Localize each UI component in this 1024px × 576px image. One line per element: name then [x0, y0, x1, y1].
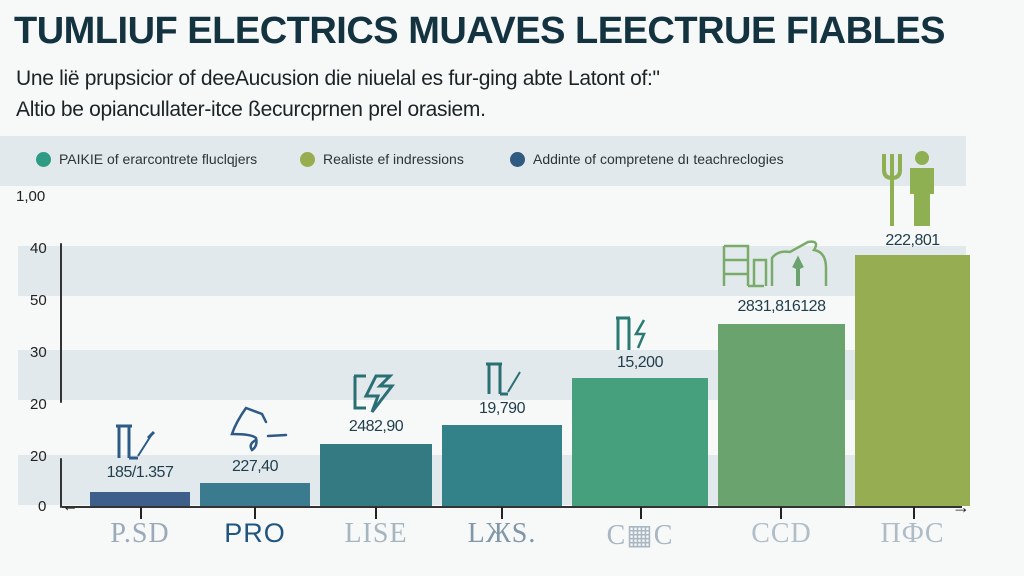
factory-building-icon [722, 240, 828, 288]
legend-label: PAIKIE of erarcontrete fluclqjers [59, 151, 258, 167]
y-tick-label: 40 [30, 240, 47, 257]
legend-item-2: Realiste ef indressions [300, 150, 464, 168]
document-lightning-icon [616, 316, 646, 350]
y-tick-label: 30 [30, 344, 47, 361]
x-category-label: LISE [344, 518, 408, 549]
grid-band [18, 246, 966, 296]
document-pen-icon [116, 424, 156, 460]
bar-cc[interactable] [572, 378, 708, 506]
legend-label: Addinte of compretene dı teachreclogies [533, 151, 784, 167]
bar-poc[interactable] [855, 255, 970, 506]
legend-swatch-icon [510, 151, 525, 167]
y-tick-label: 50 [30, 292, 47, 309]
signature-squiggle-icon [230, 406, 288, 452]
x-tick [780, 507, 782, 519]
x-tick [640, 507, 642, 519]
y-tick-label: 0 [38, 498, 47, 515]
bar-pro[interactable] [200, 483, 310, 506]
y-axis-lower [60, 458, 62, 508]
lightning-bolt-icon [353, 374, 396, 413]
x-tick [375, 507, 377, 519]
legend-swatch-icon [300, 151, 315, 167]
x-axis [62, 506, 962, 508]
bar-value-label: 19,790 [479, 400, 525, 417]
arrow-left-icon: ← [62, 498, 78, 515]
y-axis-upper [60, 243, 62, 403]
x-tick [501, 507, 503, 519]
bar-value-label: 222,801 [885, 232, 940, 249]
legend-item-3: Addinte of compretene dı teachreclogies [510, 150, 784, 168]
x-tick [913, 507, 915, 519]
y-tick-label: 20 [30, 448, 47, 465]
document-pen-icon [486, 362, 521, 396]
person-fork-icon [882, 151, 934, 226]
legend-swatch-icon [36, 151, 51, 167]
bar-value-label: 2482,90 [348, 418, 404, 435]
legend-band [0, 136, 966, 186]
x-category-label: LЖS. [467, 518, 537, 549]
bar-value-label: 15,200 [617, 354, 663, 371]
bar-lzs[interactable] [442, 425, 562, 506]
bar-value-label: 185/1.357 [106, 464, 174, 481]
subtitle-line-1: Une lië prupsicior of deeAucusion die ni… [16, 67, 660, 90]
bar-value-label: 227,40 [232, 458, 278, 475]
bar-ccd[interactable] [718, 324, 845, 506]
page-title: TUMLIUF ELECTRICS MUAVES LEECTRUE FIABLE… [14, 10, 945, 52]
legend-label: Realiste ef indressions [323, 151, 464, 167]
legend-item-1: PAIKIE of erarcontrete fluclqjers [36, 150, 257, 168]
x-category-label: ПФC [880, 518, 945, 549]
x-category-label: C▦C [606, 520, 674, 551]
y-tick-label: 1,00 [16, 188, 46, 205]
x-category-label: PRO [224, 518, 286, 548]
bar-value-label: 2831,816128 [737, 298, 826, 315]
bar-lise[interactable] [320, 444, 432, 506]
x-category-label: CCD [751, 518, 812, 549]
subtitle-line-2: Altio be opiancullater-itce ßecurcprnen … [16, 98, 486, 121]
y-tick-label: 20 [30, 396, 47, 413]
x-tick [254, 507, 256, 519]
bar-psd[interactable] [90, 492, 190, 506]
x-category-label: P.SD [110, 518, 170, 549]
x-tick [140, 507, 142, 519]
